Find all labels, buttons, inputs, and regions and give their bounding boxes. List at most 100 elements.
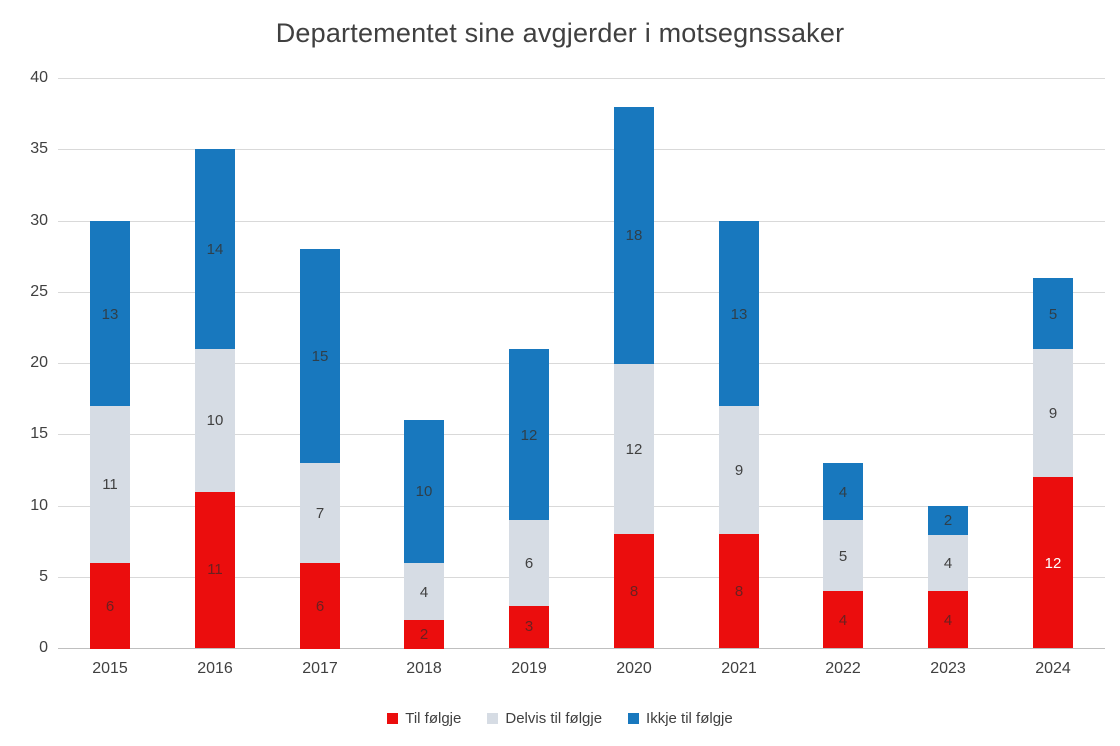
bar-segment: 12 [614,363,654,534]
bar-segment: 10 [195,349,235,492]
legend-label: Til følgje [405,710,462,727]
bar-value-label: 4 [838,484,848,501]
grid-line [58,221,1105,222]
legend-item: Ikkje til følgje [628,710,733,727]
bar-segment: 8 [614,534,654,648]
bar-segment: 4 [823,463,863,520]
bar-segment: 11 [90,406,130,563]
bar-value-label: 11 [207,561,223,578]
x-tick-label: 2020 [616,660,652,677]
x-tick-label: 2018 [406,660,442,677]
grid-line [58,506,1105,507]
bar-value-label: 11 [102,476,118,493]
bar-value-label: 2 [419,626,429,643]
y-tick-label: 25 [30,283,48,300]
bar-segment: 2 [404,620,444,649]
grid-line [58,149,1105,150]
x-tick-label: 2017 [302,660,338,677]
grid-line [58,292,1105,293]
bar-segment: 9 [1033,349,1073,477]
bar-segment: 6 [300,563,340,649]
legend-item: Til følgje [387,710,461,727]
bar-value-label: 2 [943,512,953,529]
bar-segment: 13 [90,221,130,406]
x-tick-label: 2024 [1035,660,1071,677]
bar-segment: 7 [300,463,340,563]
bar-value-label: 6 [315,598,325,615]
legend-label: Ikkje til følgje [646,710,733,727]
grid-line [58,577,1105,578]
bar-value-label: 12 [625,441,643,458]
bar-segment: 9 [719,406,759,534]
bar-segment: 4 [823,591,863,648]
grid-line [58,78,1105,79]
bar-segment: 2 [928,506,968,535]
y-tick-label: 10 [30,497,48,514]
bar-value-label: 4 [943,612,953,629]
bar-segment: 11 [195,491,235,648]
bar-value-label: 6 [105,598,115,615]
y-tick-label: 5 [39,568,48,585]
bar-segment: 5 [1033,278,1073,349]
bar-segment: 3 [509,605,549,648]
bar-value-label: 6 [524,555,534,572]
bar-value-label: 8 [629,583,639,600]
bar-segment: 6 [509,520,549,606]
bar-value-label: 14 [206,241,224,258]
bar-segment: 18 [614,107,654,364]
y-tick-label: 15 [30,425,48,442]
bar-segment: 5 [823,520,863,591]
bar-value-label: 4 [838,612,848,629]
bar-value-label: 10 [206,412,224,429]
bar-value-label: 8 [734,583,744,600]
bar-value-label: 13 [101,306,119,323]
y-tick-label: 40 [30,69,48,86]
x-axis-line [58,648,1105,649]
bar-value-label: 10 [415,483,433,500]
bar-value-label: 12 [1044,555,1062,572]
bar-value-label: 18 [625,227,643,244]
x-tick-label: 2016 [197,660,233,677]
bar-segment: 15 [300,249,340,463]
bar-value-label: 4 [943,555,953,572]
grid-line [58,434,1105,435]
legend-item: Delvis til følgje [487,710,602,727]
bar-segment: 6 [90,563,130,649]
legend: Til følgje Delvis til følgje Ikkje til f… [0,710,1120,727]
y-tick-label: 20 [30,354,48,371]
x-tick-label: 2019 [511,660,547,677]
bar-value-label: 5 [838,548,848,565]
bar-value-label: 4 [419,584,429,601]
y-tick-label: 30 [30,212,48,229]
bar-segment: 4 [404,563,444,620]
chart-title: Departementet sine avgjerder i motsegnss… [275,18,845,48]
x-tick-label: 2023 [930,660,966,677]
legend-label: Delvis til følgje [505,710,603,727]
bar-segment: 13 [719,221,759,406]
y-tick-label: 0 [39,639,48,656]
bar-segment: 4 [928,591,968,648]
bar-value-label: 13 [730,306,748,323]
legend-swatch [628,713,640,724]
bar-value-label: 3 [524,618,534,635]
bar-value-label: 12 [520,427,538,444]
bar-value-label: 5 [1048,306,1058,323]
y-tick-label: 35 [30,140,48,157]
bar-value-label: 9 [1048,405,1058,422]
bar-segment: 14 [195,149,235,349]
bar-segment: 12 [509,349,549,520]
legend-swatch [487,713,499,724]
legend-swatch [387,713,399,724]
bar-segment: 4 [928,534,968,591]
x-tick-label: 2021 [721,660,757,677]
bar-value-label: 7 [315,505,325,522]
bar-value-label: 15 [311,348,329,365]
x-tick-label: 2022 [825,660,861,677]
bar-value-label: 9 [734,462,744,479]
grid-line [58,363,1105,364]
bar-segment: 8 [719,534,759,648]
bar-segment: 10 [404,420,444,563]
x-tick-label: 2015 [92,660,128,677]
bar-segment: 12 [1033,477,1073,648]
